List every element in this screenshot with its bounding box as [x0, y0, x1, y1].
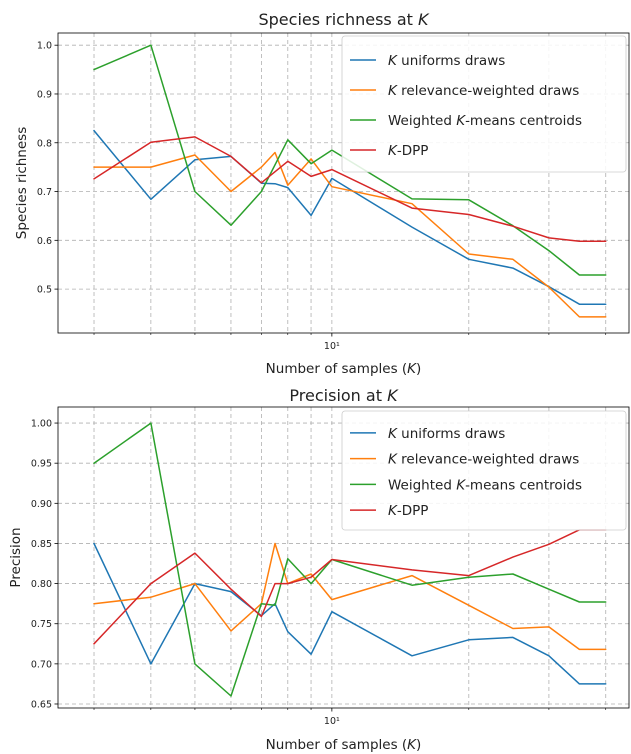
grid	[58, 407, 629, 708]
legend-entry-label: K relevance-weighted draws	[388, 452, 579, 468]
x-tick-label: 10¹	[324, 341, 340, 352]
y-tick-label: 0.90	[31, 499, 52, 510]
series-line-k-dpp	[93, 136, 607, 243]
axes-frame	[57, 32, 630, 334]
legend: K uniforms draws K relevance-weighted dra…	[341, 410, 627, 531]
legend-entry-label: Weighted K-means centroids	[388, 477, 582, 493]
y-tick-label: 1.00	[31, 419, 52, 430]
y-axis-label: Precision	[8, 527, 24, 587]
legend-entry-label: K uniforms draws	[388, 426, 505, 442]
series-line-k-uniforms-draws	[93, 542, 607, 685]
axes-frame	[57, 406, 630, 709]
y-tick-label: 0.6	[37, 236, 52, 247]
y-tick-label: 0.85	[31, 539, 52, 550]
legend-box	[341, 410, 627, 531]
series-line-weighted-k-means-centroids	[93, 44, 607, 276]
y-tick-label: 0.8	[37, 138, 52, 149]
series-group	[93, 422, 607, 697]
legend-entry-label: Weighted K-means centroids	[388, 113, 582, 129]
y-tick-label: 0.9	[37, 89, 52, 100]
y-tick-label: 0.75	[31, 619, 52, 630]
x-axis-label: Number of samples (K)	[266, 737, 422, 753]
legend-entry-label: K uniforms draws	[388, 53, 505, 69]
x-axis-label: Number of samples (K)	[266, 361, 422, 377]
y-axis-label: Species richness	[14, 127, 30, 239]
chart-title: Species richness at K	[258, 10, 430, 29]
y-tick-label: 1.0	[37, 41, 52, 52]
legend: K uniforms draws K relevance-weighted dra…	[341, 35, 627, 173]
legend-box	[341, 35, 627, 173]
y-tick-label: 0.65	[31, 699, 52, 710]
chart-title: Precision at K	[289, 386, 399, 405]
series-line-k-dpp	[93, 529, 607, 645]
legend-entry-label: K relevance-weighted draws	[388, 83, 579, 99]
y-tick-label: 0.7	[37, 187, 52, 198]
legend-entry-label: K-DPP	[388, 503, 428, 519]
series-line-k-relevance-weighted-draws	[93, 151, 607, 318]
y-tick-label: 0.70	[31, 659, 52, 670]
chart-precision: 0.65 0.70 0.75 0.80 0.85 0.90 0.95 1.00 10¹ Preci…	[8, 386, 630, 753]
series-group	[93, 44, 607, 318]
y-tick-label: 0.80	[31, 579, 52, 590]
x-tick-label: 10¹	[324, 716, 340, 727]
series-line-k-uniforms-draws	[93, 129, 607, 305]
y-tick-label: 0.95	[31, 459, 52, 470]
series-line-k-relevance-weighted-draws	[93, 542, 607, 651]
y-tick-label: 0.5	[37, 285, 52, 296]
legend-entry-label: K-DPP	[388, 143, 428, 159]
series-line-weighted-k-means-centroids	[93, 422, 607, 697]
chart-species-richness: 0.5 0.6 0.7 0.8 0.9 1.0 10¹ Species richness at…	[14, 10, 630, 377]
